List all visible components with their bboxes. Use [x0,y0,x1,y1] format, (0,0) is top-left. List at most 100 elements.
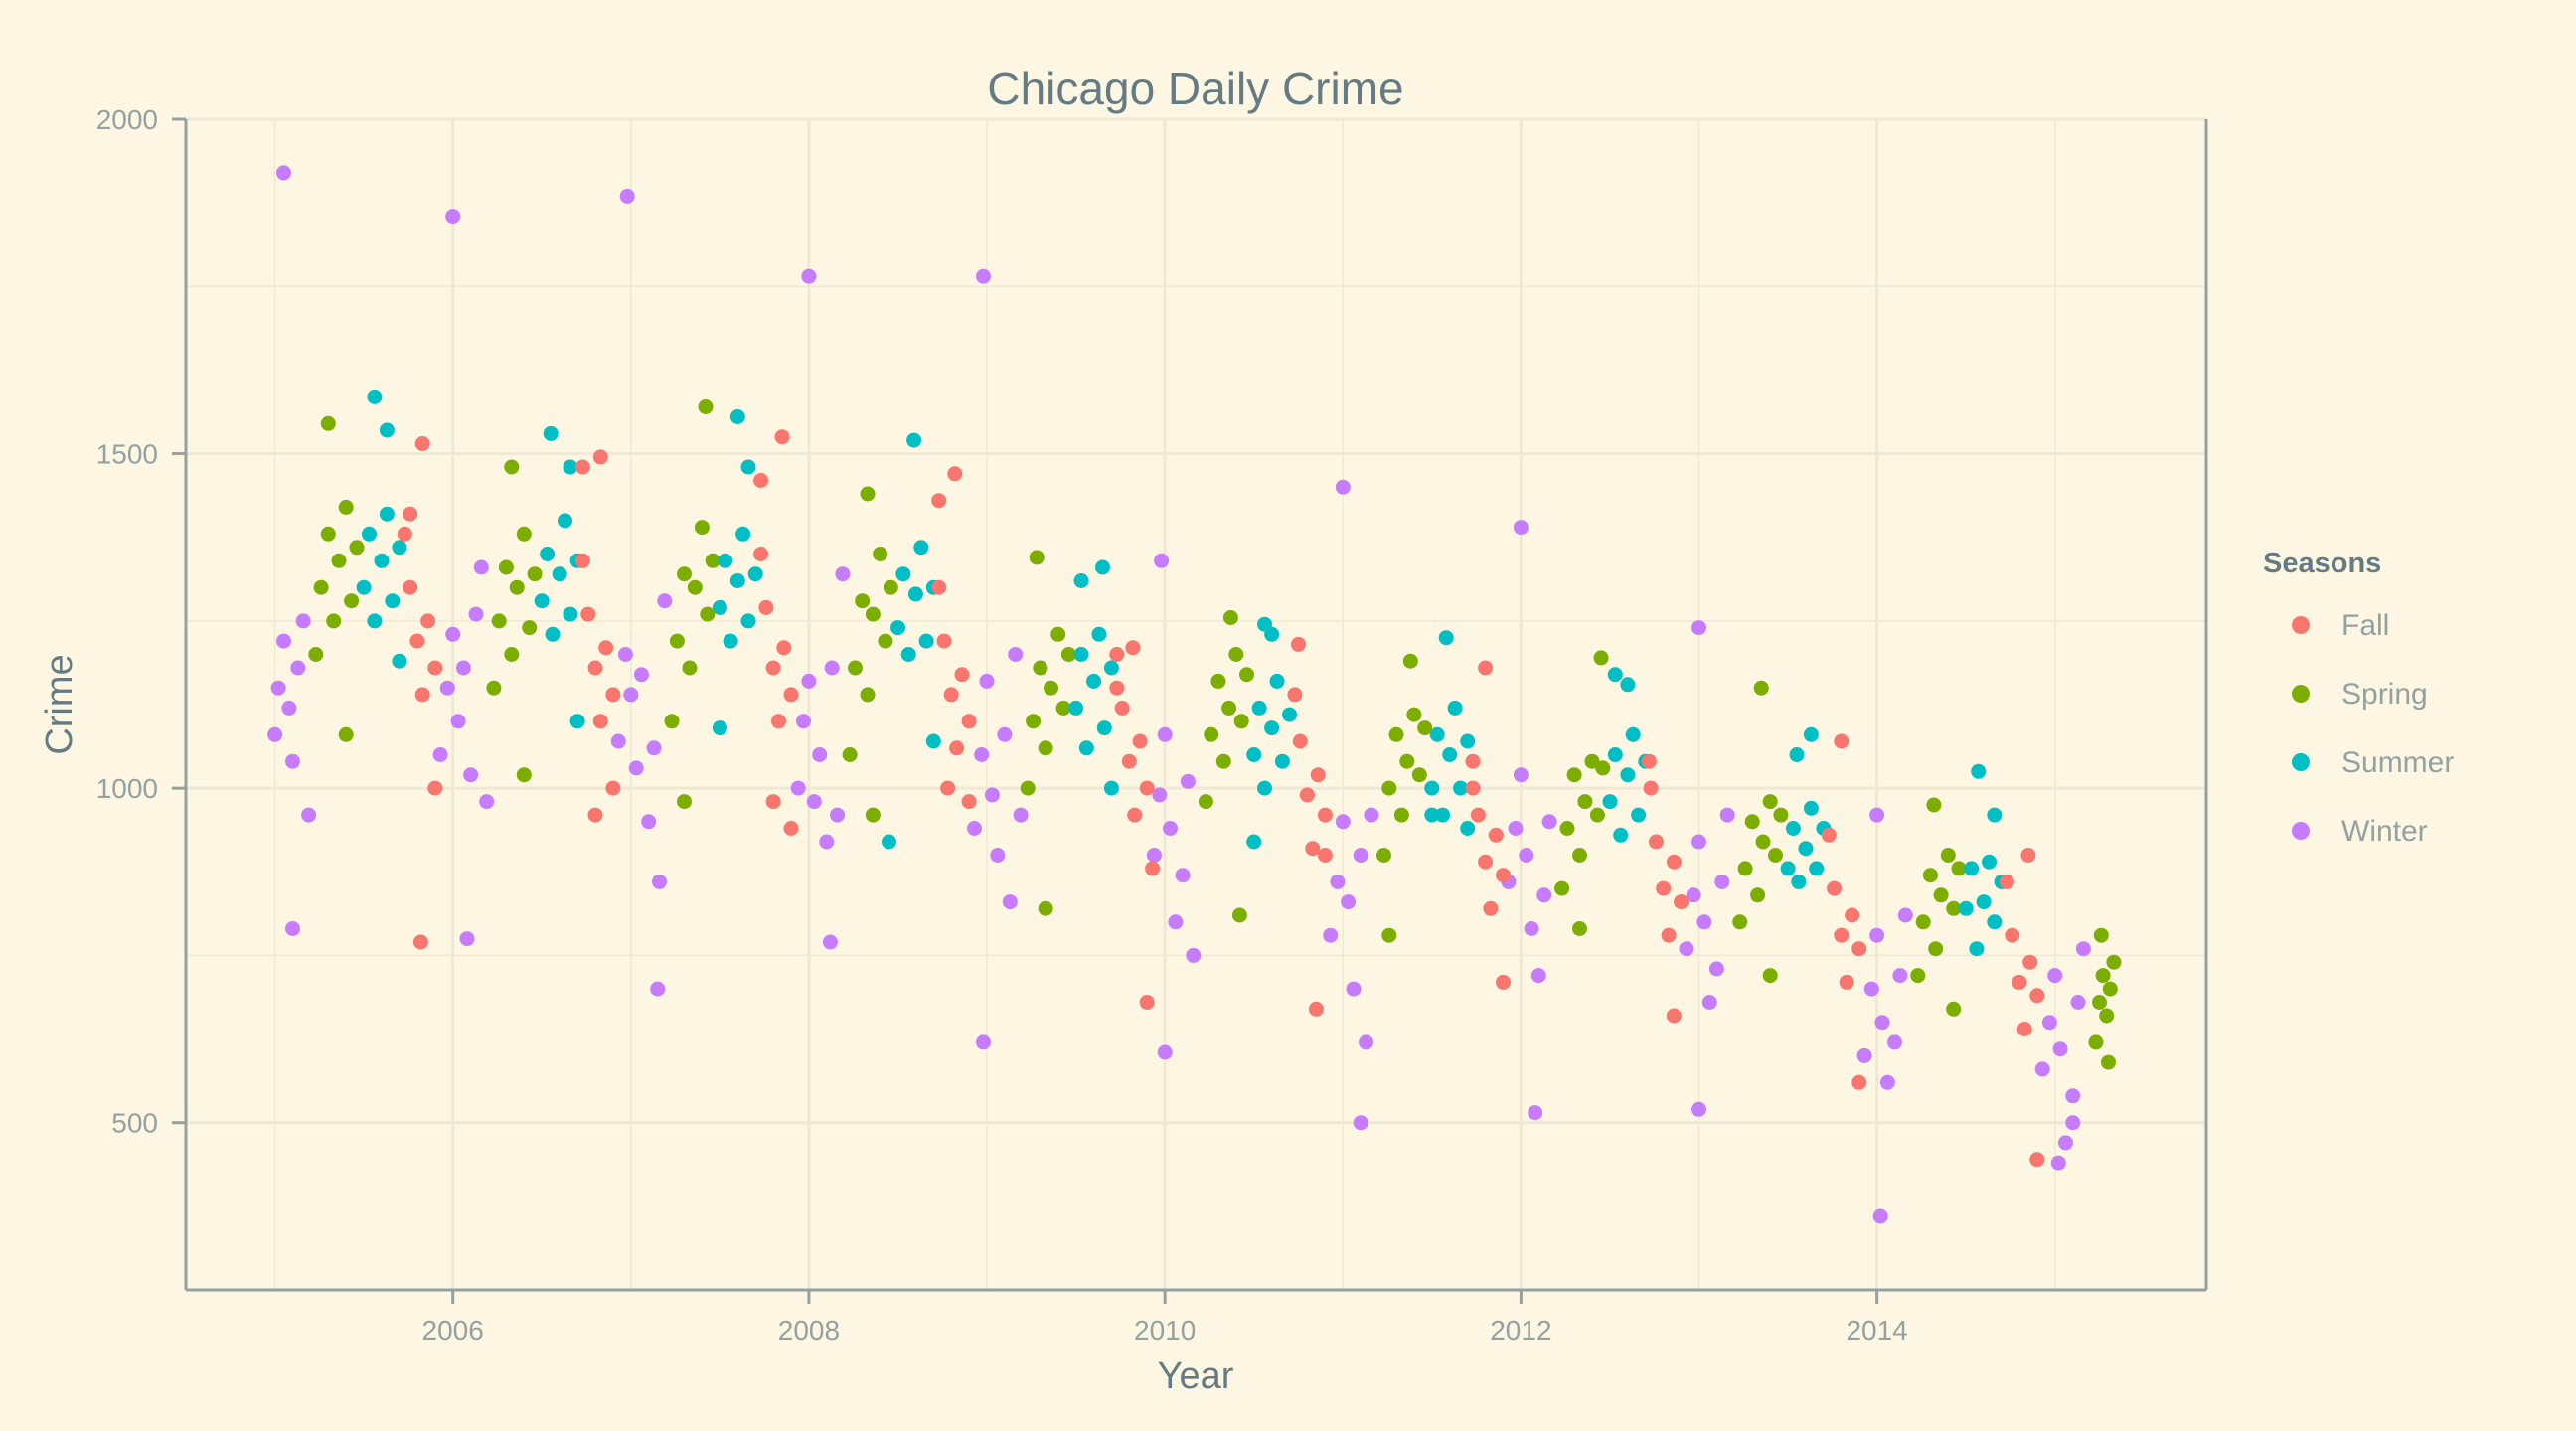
x-tick-label: 2010 [1134,1315,1196,1346]
data-point [1714,874,1730,889]
data-point [1388,726,1404,742]
data-point [1701,995,1717,1010]
data-point [1222,610,1238,625]
data-point [522,620,538,636]
data-point [931,493,947,509]
data-point [1554,880,1570,896]
data-point [943,687,959,703]
data-point [1666,854,1682,870]
y-axis-label: Crime [39,654,80,754]
data-point [940,780,956,796]
legend-item-winter: Winter [2292,815,2428,848]
data-point [432,747,448,762]
data-point [1402,653,1418,669]
data-point [1103,660,1119,676]
data-point [1044,680,1058,696]
data-point [1589,807,1605,823]
data-point [308,647,324,662]
data-point [598,640,614,656]
data-point [2016,1022,2032,1036]
data-point [1768,848,1783,863]
data-point [1233,714,1249,729]
data-point [925,733,941,749]
data-point [574,553,590,568]
data-point [1168,914,1184,930]
data-point [976,268,991,284]
data-point [1317,848,1333,863]
data-point [1879,1074,1895,1090]
data-point [1982,854,1997,870]
data-point [1393,807,1409,823]
data-point [1465,753,1481,769]
x-axis-label: Year [1158,1355,1234,1397]
data-point [1460,733,1476,749]
data-point [1839,974,1854,990]
data-point [1287,687,1303,703]
data-point [1897,907,1913,923]
data-point [1264,720,1280,736]
x-tick-label: 2006 [422,1315,484,1346]
data-point [619,188,635,204]
data-point [954,667,970,683]
data-point [824,660,840,676]
data-point [700,606,716,622]
data-point [1915,914,1931,930]
data-point [1643,780,1659,796]
data-point [1239,667,1254,683]
data-point [1892,968,1908,984]
data-point [771,714,786,729]
data-point [1359,1034,1374,1050]
data-point [1109,647,1125,662]
data-point [1310,767,1326,783]
data-point [1602,794,1618,810]
legend-key-marker [2292,822,2310,840]
data-point [1987,807,2003,823]
data-point [445,209,461,225]
data-point [883,579,898,595]
data-point [1068,700,1084,716]
data-point [979,673,995,689]
data-point [652,874,667,889]
data-point [830,807,846,823]
data-point [1791,874,1807,889]
data-point [2034,1061,2050,1077]
data-point [270,680,286,696]
data-point [1674,894,1690,910]
data-point [664,714,680,729]
data-point [385,593,401,609]
data-point [634,667,649,683]
data-point [1951,861,1967,876]
data-point [1341,894,1357,910]
data-point [873,547,888,561]
data-point [2058,1135,2073,1151]
data-point [1584,753,1600,769]
data-point [1438,630,1454,646]
data-point [1872,1208,1888,1224]
data-point [1691,834,1706,850]
data-point [765,660,781,676]
data-point [967,821,982,836]
y-tick-label: 500 [111,1108,158,1139]
data-point [1381,927,1397,943]
data-point [682,660,698,676]
data-point [1109,680,1125,696]
data-point [801,673,817,689]
data-point [455,660,471,676]
data-point [326,613,342,629]
legend-item-summer: Summer [2292,746,2454,779]
data-point [860,486,876,502]
data-point [1073,573,1089,588]
data-point [997,726,1013,742]
data-point [822,934,838,950]
data-point [1132,733,1148,749]
data-point [1353,1115,1368,1131]
data-point [1887,1034,1902,1050]
data-point [1483,900,1499,916]
data-point [267,726,283,742]
data-point [848,660,863,676]
data-point [1661,927,1677,943]
data-point [628,760,644,776]
axes [184,119,2208,1292]
data-point [860,687,876,703]
data-point [842,747,858,762]
